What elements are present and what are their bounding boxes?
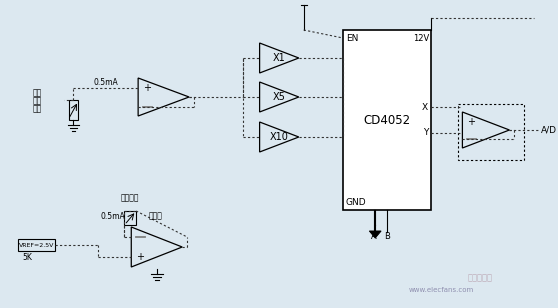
Text: GND: GND [346, 197, 367, 206]
Text: +: + [467, 117, 475, 127]
Bar [124, 211, 136, 225]
Text: X: X [422, 103, 428, 112]
Text: A/D: A/D [541, 125, 557, 135]
Text: X5: X5 [273, 92, 286, 102]
Bar [69, 100, 78, 120]
Text: 不共地: 不共地 [149, 212, 163, 221]
Text: 12V: 12V [413, 34, 429, 43]
Text: 0.5mA: 0.5mA [93, 78, 118, 87]
Text: 电子发烧友: 电子发烧友 [468, 274, 493, 282]
Text: EN: EN [346, 34, 358, 43]
Text: 阵列: 阵列 [32, 104, 42, 114]
Bar [18, 239, 55, 251]
Text: X1: X1 [273, 53, 286, 63]
Text: www.elecfans.com: www.elecfans.com [408, 287, 474, 293]
Text: Y: Y [423, 128, 428, 137]
Text: X10: X10 [270, 132, 288, 142]
Text: 5K: 5K [22, 253, 32, 261]
Bar [343, 30, 431, 210]
Text: 热敏: 热敏 [32, 88, 42, 98]
Text: VREF=2.5V: VREF=2.5V [18, 242, 54, 248]
Bar [458, 104, 524, 160]
Text: +: + [136, 252, 144, 262]
Text: 0.5mA: 0.5mA [100, 212, 125, 221]
Text: +: + [143, 83, 151, 92]
Text: A: A [371, 232, 377, 241]
Text: CD4052: CD4052 [363, 114, 411, 127]
Text: 偏置电阻: 偏置电阻 [121, 193, 140, 202]
Text: B: B [384, 232, 390, 241]
Text: 电阵: 电阵 [32, 96, 42, 106]
Polygon shape [369, 231, 381, 238]
